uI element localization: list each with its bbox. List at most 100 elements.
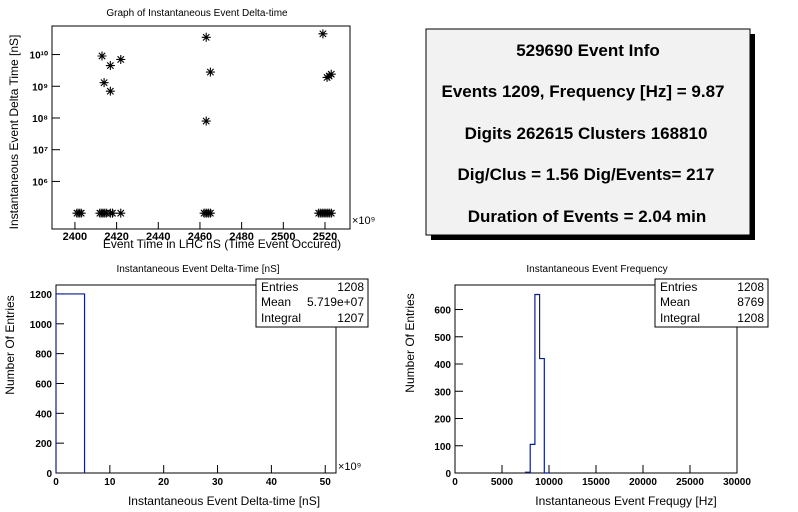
scatter-x-tick-label: 2500 <box>271 231 295 243</box>
hist-y-tick-label: 600 <box>434 306 451 317</box>
hist-y-tick-label: 400 <box>434 360 451 371</box>
scatter-point <box>326 208 336 218</box>
scatter-points <box>72 29 336 218</box>
info-box <box>425 28 751 236</box>
freq-hist-x-ticks: 0 5000 10000 15000 20000 25000 30000 <box>452 465 751 488</box>
freq-hist-y-label: Number Of Entries <box>403 293 417 392</box>
hist-y-tick-label: 200 <box>35 439 52 450</box>
scatter-point <box>205 67 215 77</box>
freq-stats-mean-value: 8769 <box>737 295 764 309</box>
hist-x-tick-label: 20 <box>158 477 170 488</box>
hist-y-tick-label: 0 <box>445 469 451 480</box>
delta-hist-y-label: Number Of Entries <box>3 295 17 394</box>
hist-x-tick-label: 20000 <box>629 477 657 488</box>
hist-y-tick-label: 100 <box>434 442 451 453</box>
scatter-point <box>99 78 109 88</box>
scatter-x-tick-label: 2480 <box>229 231 253 243</box>
freq-hist-stats-box: Entries 1208 Mean 8769 Integral 1208 <box>654 278 769 328</box>
hist-y-tick-label: 0 <box>46 469 52 480</box>
hist-x-tick-label: 50 <box>320 477 332 488</box>
scatter-point <box>201 116 211 126</box>
hist-x-tick-label: 30000 <box>723 477 751 488</box>
freq-stats-integral-value: 1208 <box>737 311 764 325</box>
hist-y-tick-label: 600 <box>35 379 52 390</box>
scatter-point <box>76 208 86 218</box>
hist-y-tick-label: 200 <box>434 415 451 426</box>
delta-stats-entries-value: 1208 <box>337 280 364 294</box>
hist-bars-outline <box>55 293 86 473</box>
scatter-x-tick-label: 2440 <box>146 231 170 243</box>
scatter-point <box>326 69 336 79</box>
delta-hist-stats-frame <box>255 278 369 328</box>
hist-x-tick-label: 10 <box>104 477 116 488</box>
info-title: 529690 Event Info <box>516 41 660 60</box>
scatter-y-tick-label: 10⁷ <box>33 146 48 157</box>
hist-y-tick-label: 1200 <box>30 290 53 301</box>
scatter-point <box>116 208 126 218</box>
scatter-x-exponent: ×10⁹ <box>352 215 375 227</box>
scatter-x-tick-label: 2420 <box>104 231 128 243</box>
freq-stats-entries-value: 1208 <box>737 280 764 294</box>
info-line-events: Events 1209, Frequency [Hz] = 9.87 <box>442 82 725 101</box>
freq-stats-integral-label: Integral <box>660 311 700 325</box>
scatter-title: Graph of Instantaneous Event Delta-time <box>106 8 288 19</box>
hist-x-tick-label: 15000 <box>582 477 610 488</box>
scatter-y-tick-label: 10⁸ <box>32 114 48 125</box>
hist-y-tick-label: 400 <box>35 409 52 420</box>
scatter-x-ticks: 2400 2420 2440 2460 2480 2500 2520 <box>63 222 337 243</box>
freq-hist-y-ticks: 0 100 200 300 400 500 600 <box>434 306 463 480</box>
scatter-x-tick-label: 2520 <box>313 231 337 243</box>
hist-y-tick-label: 500 <box>434 333 451 344</box>
scatter-point <box>105 61 115 71</box>
info-line-digits: Digits 262615 Clusters 168810 <box>465 124 708 143</box>
hist-bars-outline <box>524 293 549 474</box>
scatter-y-tick-label: 10⁹ <box>32 82 48 93</box>
scatter-point <box>105 86 115 96</box>
scatter-point <box>201 32 211 42</box>
freq-hist-panel: Instantaneous Event Frequency 0 5000 10000… <box>403 264 769 508</box>
scatter-point <box>205 208 215 218</box>
scatter-x-tick-label: 2460 <box>188 231 212 243</box>
scatter-point <box>107 208 117 218</box>
freq-stats-entries-label: Entries <box>660 280 697 294</box>
hist-y-tick-label: 300 <box>434 387 451 398</box>
scatter-point <box>97 51 107 61</box>
delta-hist-x-ticks: 0 10 20 30 40 50 <box>53 465 331 488</box>
scatter-y-tick-label: 10¹⁰ <box>30 51 48 62</box>
hist-x-tick-label: 30 <box>212 477 224 488</box>
delta-hist-panel: Instantaneous Event Delta-Time [nS] 0 10 2… <box>3 264 369 508</box>
hist-x-tick-label: 0 <box>53 477 59 488</box>
delta-hist-y-ticks: 0 200 400 600 800 1000 1200 <box>30 290 64 480</box>
scatter-y-label: Instantaneous Event Delta Time [nS] <box>7 35 21 230</box>
info-panel: 529690 Event Info Events 1209, Frequency… <box>425 28 755 240</box>
hist-x-tick-label: 40 <box>266 477 278 488</box>
delta-hist-x-label: Instantaneous Event Delta-time [nS] <box>128 494 320 508</box>
freq-hist-x-label: Instantaneous Event Frequgy [Hz] <box>535 494 716 508</box>
scatter-panel: Graph of Instantaneous Event Delta-time … <box>7 8 375 251</box>
scatter-frame <box>51 25 351 230</box>
info-line-digclus: Dig/Clus = 1.56 Dig/Events= 217 <box>457 165 714 184</box>
hist-x-tick-label: 0 <box>452 477 458 488</box>
freq-hist-title: Instantaneous Event Frequency <box>526 264 667 275</box>
delta-hist-bars <box>55 293 86 473</box>
scatter-x-label: Event Time in LHC nS (Time Event Occured… <box>103 237 341 251</box>
freq-stats-mean-label: Mean <box>660 295 690 309</box>
delta-stats-integral-label: Integral <box>261 311 301 325</box>
scatter-y-ticks: 10⁶ 10⁷ 10⁸ 10⁹ 10¹⁰ <box>30 51 60 188</box>
hist-x-tick-label: 10000 <box>535 477 563 488</box>
hist-y-tick-label: 800 <box>35 350 52 361</box>
hist-x-tick-label: 5000 <box>491 477 514 488</box>
scatter-point <box>318 29 328 39</box>
delta-stats-mean-label: Mean <box>261 295 291 309</box>
info-line-duration: Duration of Events = 2.04 min <box>468 207 707 226</box>
delta-hist-x-exponent: ×10⁹ <box>338 461 361 473</box>
scatter-x-tick-label: 2400 <box>63 231 87 243</box>
delta-stats-mean-value: 5.719e+07 <box>307 295 364 309</box>
delta-stats-integral-value: 1207 <box>337 311 364 325</box>
scatter-point <box>116 54 126 64</box>
hist-x-tick-label: 25000 <box>676 477 704 488</box>
delta-stats-entries-label: Entries <box>261 280 298 294</box>
delta-hist-title: Instantaneous Event Delta-Time [nS] <box>116 264 279 275</box>
delta-hist-stats-box: Entries 1208 Mean 5.719e+07 Integral 120… <box>255 278 369 328</box>
